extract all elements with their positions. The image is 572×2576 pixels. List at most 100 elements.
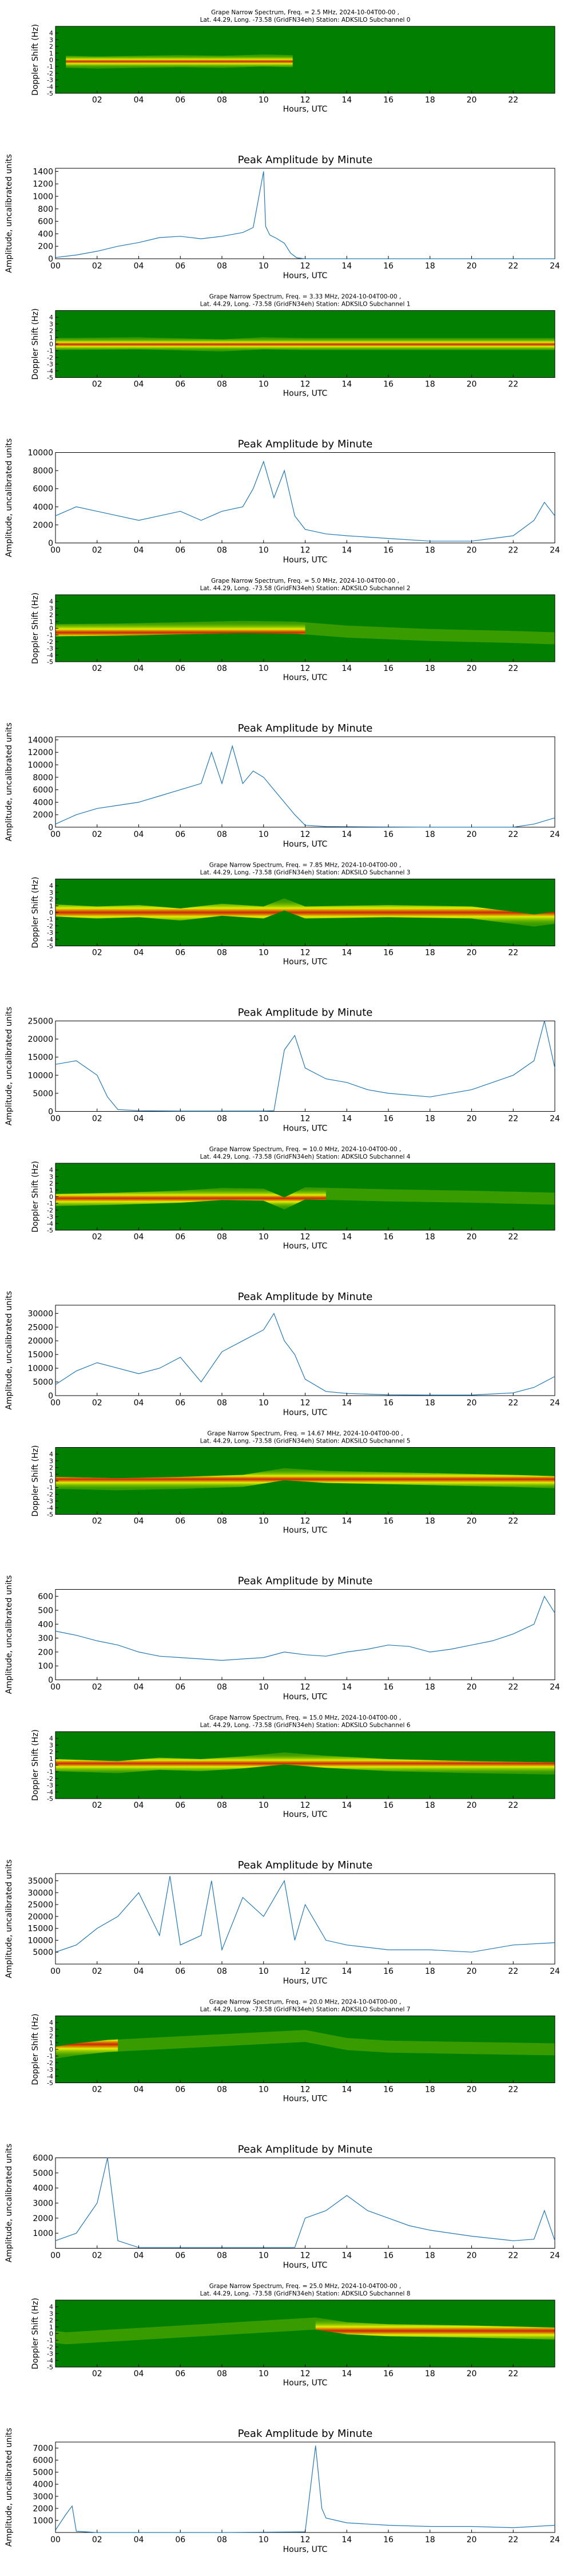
amplitude-x-tick-label: 18 bbox=[425, 1115, 435, 1124]
amplitude-x-tick-label: 04 bbox=[134, 1115, 144, 1124]
spectrum-y-tick-label: 0 bbox=[49, 625, 53, 633]
amplitude-y-tick-label: 7000 bbox=[33, 2444, 53, 2453]
amplitude-x-tick-label: 12 bbox=[300, 546, 311, 555]
amplitude-x-tick-label: 04 bbox=[134, 1967, 144, 1976]
amplitude-y-tick-label: 0 bbox=[48, 1676, 53, 1685]
spectrum-y-tick-label: -3 bbox=[47, 2350, 53, 2358]
amplitude-x-tick-label: 04 bbox=[134, 2535, 144, 2545]
amplitude-x-tick-label: 02 bbox=[92, 262, 102, 271]
spectrum-x-tick-label: 22 bbox=[508, 949, 518, 958]
amplitude-x-tick-label: 10 bbox=[259, 1398, 269, 1408]
spectrum-y-tick-label: -4 bbox=[47, 651, 53, 659]
spectrum-y-tick-label: -2 bbox=[47, 1775, 53, 1783]
spectrum-y-tick-label: 4 bbox=[49, 314, 53, 321]
spectrum-y-label: Doppler Shift (Hz) bbox=[31, 24, 40, 96]
spectrum-x-label: Hours, UTC bbox=[283, 958, 328, 967]
spectrum-title: Grape Narrow Spectrum, Freq. = 14.67 MHz… bbox=[207, 1431, 403, 1437]
spectrum-y-tick-label: -4 bbox=[47, 1220, 53, 1227]
spectrum-x-tick-label: 18 bbox=[425, 380, 435, 389]
amplitude-frame bbox=[55, 452, 555, 543]
spectrum-x-tick-label: 08 bbox=[217, 2085, 227, 2095]
spectrum-y-tick-label: 4 bbox=[49, 2304, 53, 2311]
spectrum-title: Grape Narrow Spectrum, Freq. = 7.85 MHz,… bbox=[209, 862, 402, 869]
spectrum-y-label: Doppler Shift (Hz) bbox=[31, 1161, 40, 1232]
amplitude-x-tick-label: 18 bbox=[425, 546, 435, 555]
spectrum-x-tick-label: 22 bbox=[508, 1232, 518, 1242]
amplitude-y-tick-label: 30000 bbox=[27, 1309, 53, 1318]
spectrum-subtitle: Lat. 44.29, Long. -73.58 (GridFN34eh) St… bbox=[200, 1438, 411, 1445]
amplitude-x-tick-label: 22 bbox=[508, 2535, 518, 2545]
amplitude-x-tick-label: 00 bbox=[50, 1683, 61, 1692]
amplitude-x-tick-label: 08 bbox=[217, 262, 227, 271]
amplitude-x-tick-label: 08 bbox=[217, 830, 227, 839]
spectrum-y-tick-label: -2 bbox=[47, 638, 53, 646]
spectrum-x-tick-label: 14 bbox=[341, 949, 352, 958]
spectrum-y-tick-label: 1 bbox=[49, 618, 53, 626]
spectrum-chart-6: Grape Narrow Spectrum, Freq. = 15.0 MHz,… bbox=[31, 1714, 555, 1819]
amplitude-y-tick-label: 6000 bbox=[33, 485, 53, 494]
spectrum-y-label: Doppler Shift (Hz) bbox=[31, 1445, 40, 1517]
amplitude-title: Peak Amplitude by Minute bbox=[238, 154, 373, 166]
spectrum-y-tick-label: 4 bbox=[49, 30, 53, 37]
spectrum-y-tick-label: -5 bbox=[47, 90, 53, 97]
spectrum-y-tick-label: 1 bbox=[49, 334, 53, 341]
amplitude-y-tick-label: 400 bbox=[38, 230, 53, 239]
amplitude-y-tick-label: 2000 bbox=[33, 811, 53, 820]
spectrum-y-tick-label: 2 bbox=[49, 1464, 53, 1472]
amplitude-x-tick-label: 16 bbox=[383, 546, 394, 555]
amplitude-x-tick-label: 08 bbox=[217, 2251, 227, 2261]
amplitude-x-tick-label: 16 bbox=[383, 262, 394, 271]
spectrum-x-tick-label: 12 bbox=[300, 1801, 311, 1810]
spectrum-x-label: Hours, UTC bbox=[283, 2379, 328, 2388]
spectrum-title: Grape Narrow Spectrum, Freq. = 15.0 MHz,… bbox=[209, 1714, 402, 1721]
spectrum-x-tick-label: 08 bbox=[217, 949, 227, 958]
amplitude-frame bbox=[55, 168, 555, 259]
spectrum-x-tick-label: 16 bbox=[383, 1517, 394, 1526]
spectrum-y-tick-label: -2 bbox=[47, 1491, 53, 1498]
amplitude-x-tick-label: 00 bbox=[50, 1398, 61, 1408]
amplitude-y-tick-label: 15000 bbox=[27, 1350, 53, 1360]
spectrum-chart-2: Grape Narrow Spectrum, Freq. = 5.0 MHz, … bbox=[31, 578, 555, 682]
amplitude-y-tick-label: 25000 bbox=[27, 1017, 53, 1026]
amplitude-x-label: Hours, UTC bbox=[283, 556, 328, 565]
amplitude-chart-5: Peak Amplitude by Minute 00 02 04 06 08 10 12 14… bbox=[5, 1575, 560, 1702]
amplitude-y-tick-label: 5000 bbox=[33, 1089, 53, 1099]
spectrum-x-tick-label: 04 bbox=[134, 1232, 144, 1242]
spectrum-title: Grape Narrow Spectrum, Freq. = 5.0 MHz, … bbox=[211, 578, 399, 584]
spectrum-x-tick-label: 18 bbox=[425, 664, 435, 673]
spectrum-x-tick-label: 20 bbox=[467, 380, 477, 389]
spectrum-x-tick-label: 08 bbox=[217, 664, 227, 673]
spectrum-x-label: Hours, UTC bbox=[283, 105, 328, 114]
spectrum-x-tick-label: 08 bbox=[217, 1801, 227, 1810]
amplitude-x-tick-label: 02 bbox=[92, 546, 102, 555]
spectrum-x-tick-label: 18 bbox=[425, 1517, 435, 1526]
amplitude-y-tick-label: 10000 bbox=[27, 1936, 53, 1945]
spectrum-y-tick-label: -2 bbox=[47, 2344, 53, 2351]
amplitude-x-tick-label: 12 bbox=[300, 1967, 311, 1976]
amplitude-x-label: Hours, UTC bbox=[283, 1408, 328, 1417]
amplitude-x-tick-label: 18 bbox=[425, 2251, 435, 2261]
spectrum-y-tick-label: 3 bbox=[49, 1741, 53, 1749]
spectrum-x-tick-label: 12 bbox=[300, 1517, 311, 1526]
spectrum-x-tick-label: 14 bbox=[341, 1517, 352, 1526]
spectrum-x-tick-label: 18 bbox=[425, 2085, 435, 2095]
spectrum-y-tick-label: -4 bbox=[47, 1788, 53, 1796]
spectrum-x-tick-label: 22 bbox=[508, 96, 518, 105]
amplitude-x-tick-label: 06 bbox=[175, 546, 185, 555]
spectrum-y-tick-label: 4 bbox=[49, 1167, 53, 1174]
amplitude-title: Peak Amplitude by Minute bbox=[238, 438, 373, 451]
spectrum-y-tick-label: 4 bbox=[49, 2019, 53, 2026]
spectrum-x-tick-label: 02 bbox=[92, 664, 102, 673]
amplitude-x-tick-label: 12 bbox=[300, 1683, 311, 1692]
spectrum-x-tick-label: 22 bbox=[508, 1517, 518, 1526]
spectrum-x-label: Hours, UTC bbox=[283, 1242, 328, 1251]
amplitude-chart-4: Peak Amplitude by Minute 00 02 04 06 08 10 12 14… bbox=[5, 1291, 560, 1417]
spectrum-y-tick-label: -4 bbox=[47, 368, 53, 375]
spectrum-x-tick-label: 08 bbox=[217, 2369, 227, 2379]
amplitude-x-tick-label: 20 bbox=[467, 262, 477, 271]
spectrum-y-tick-label: 2 bbox=[49, 2317, 53, 2324]
amplitude-y-tick-label: 3000 bbox=[33, 2199, 53, 2208]
spectrum-x-tick-label: 02 bbox=[92, 96, 102, 105]
amplitude-x-tick-label: 18 bbox=[425, 262, 435, 271]
spectrum-signal-band bbox=[55, 2039, 118, 2059]
